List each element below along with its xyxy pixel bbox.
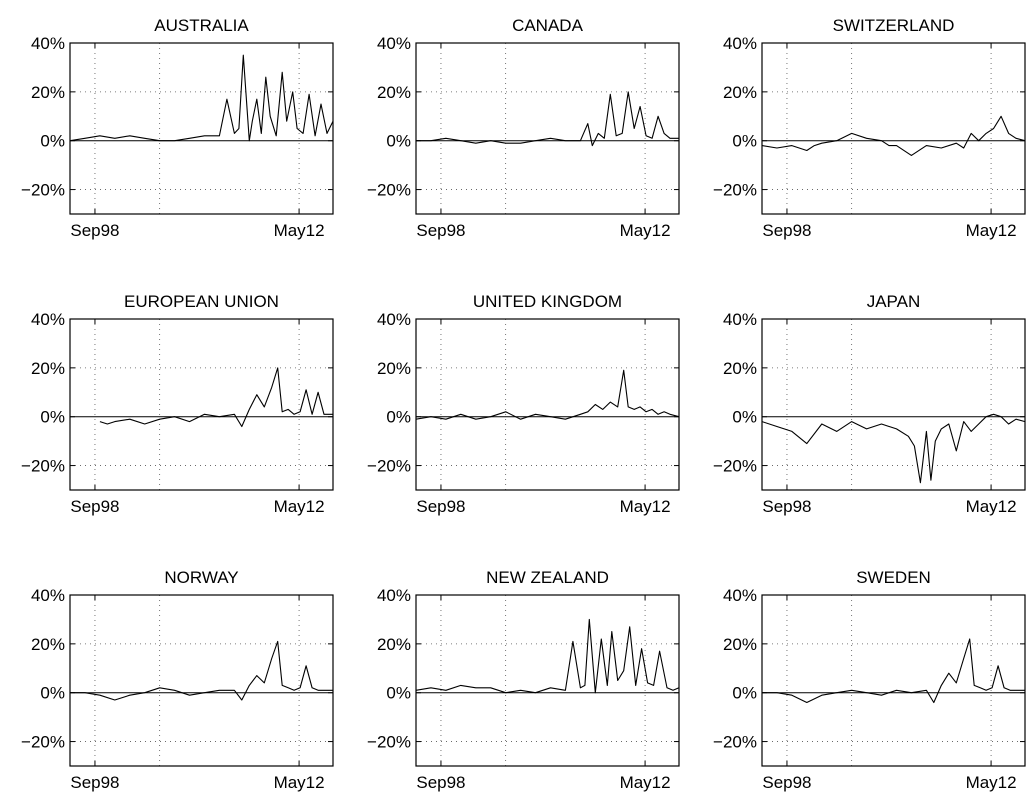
series-line-australia (69, 54, 334, 142)
y-tick-label: 40% (377, 310, 411, 329)
series-line-new-zealand (415, 618, 680, 694)
y-tick-label: 20% (377, 635, 411, 654)
y-tick-label: 20% (377, 83, 411, 102)
series-line-norway (70, 640, 333, 701)
x-tick-label: May12 (274, 221, 325, 240)
plot-frame (761, 318, 1026, 491)
x-tick-label: May12 (274, 497, 325, 516)
y-tick-label: −20% (367, 457, 411, 476)
series-line-sweden (762, 638, 1025, 704)
plot-frame (415, 42, 680, 215)
x-tick-label: May12 (620, 497, 671, 516)
plot-frame (761, 594, 1026, 767)
y-tick-label: 0% (386, 684, 411, 703)
panel-title-australia: AUSTRALIA (154, 16, 249, 35)
y-tick-label: 20% (31, 635, 65, 654)
y-tick-label: −20% (713, 733, 757, 752)
panel-title-norway: NORWAY (164, 568, 238, 587)
x-tick-label: Sep98 (416, 497, 465, 516)
x-tick-label: May12 (274, 773, 325, 792)
y-tick-label: 0% (732, 132, 757, 151)
y-tick-label: 0% (40, 684, 65, 703)
y-tick-label: 20% (31, 83, 65, 102)
y-tick-label: 0% (386, 132, 411, 151)
x-tick-label: Sep98 (762, 773, 811, 792)
y-tick-label: −20% (21, 181, 65, 200)
x-tick-label: Sep98 (416, 221, 465, 240)
y-tick-label: 20% (723, 359, 757, 378)
x-tick-label: Sep98 (70, 221, 119, 240)
y-tick-label: 40% (723, 586, 757, 605)
series-line-switzerland (761, 115, 1026, 156)
y-tick-label: 20% (723, 635, 757, 654)
plot-frame (761, 42, 1026, 215)
y-tick-label: 20% (31, 359, 65, 378)
x-tick-label: Sep98 (762, 497, 811, 516)
plot-frame (69, 42, 334, 215)
y-tick-label: −20% (713, 457, 757, 476)
x-tick-label: May12 (620, 773, 671, 792)
x-tick-label: May12 (966, 497, 1017, 516)
x-tick-label: Sep98 (70, 497, 119, 516)
plot-frame (415, 594, 680, 767)
y-tick-label: −20% (21, 457, 65, 476)
y-tick-label: 40% (377, 34, 411, 53)
y-tick-label: 40% (31, 586, 65, 605)
plot-frame (415, 318, 680, 491)
y-tick-label: −20% (713, 181, 757, 200)
panel-title-japan: JAPAN (867, 292, 921, 311)
x-tick-label: Sep98 (416, 773, 465, 792)
panel-title-switzerland: SWITZERLAND (833, 16, 955, 35)
series-line-canada (416, 91, 679, 147)
x-tick-label: Sep98 (762, 221, 811, 240)
series-line-united-kingdom (415, 369, 680, 420)
panel-title-united-kingdom: UNITED KINGDOM (473, 292, 622, 311)
panel-title-new-zealand: NEW ZEALAND (486, 568, 609, 587)
y-tick-label: −20% (367, 733, 411, 752)
x-tick-label: May12 (620, 221, 671, 240)
y-tick-label: −20% (21, 733, 65, 752)
plot-frame (69, 594, 334, 767)
y-tick-label: 40% (31, 34, 65, 53)
x-tick-label: May12 (966, 221, 1017, 240)
y-tick-label: 40% (723, 310, 757, 329)
y-tick-label: 0% (732, 408, 757, 427)
panel-title-canada: CANADA (512, 16, 584, 35)
panel-title-european-union: EUROPEAN UNION (124, 292, 279, 311)
y-tick-label: 40% (723, 34, 757, 53)
plot-frame (69, 318, 334, 491)
y-tick-label: 0% (732, 684, 757, 703)
panel-title-sweden: SWEDEN (856, 568, 931, 587)
y-tick-label: 0% (40, 408, 65, 427)
x-tick-label: Sep98 (70, 773, 119, 792)
y-tick-label: −20% (367, 181, 411, 200)
y-tick-label: 40% (31, 310, 65, 329)
y-tick-label: 20% (377, 359, 411, 378)
series-line-european-union (99, 367, 333, 428)
y-tick-label: 0% (40, 132, 65, 151)
x-tick-label: May12 (966, 773, 1017, 792)
y-tick-label: 20% (723, 83, 757, 102)
y-tick-label: 40% (377, 586, 411, 605)
series-line-japan (761, 413, 1026, 484)
y-tick-label: 0% (386, 408, 411, 427)
